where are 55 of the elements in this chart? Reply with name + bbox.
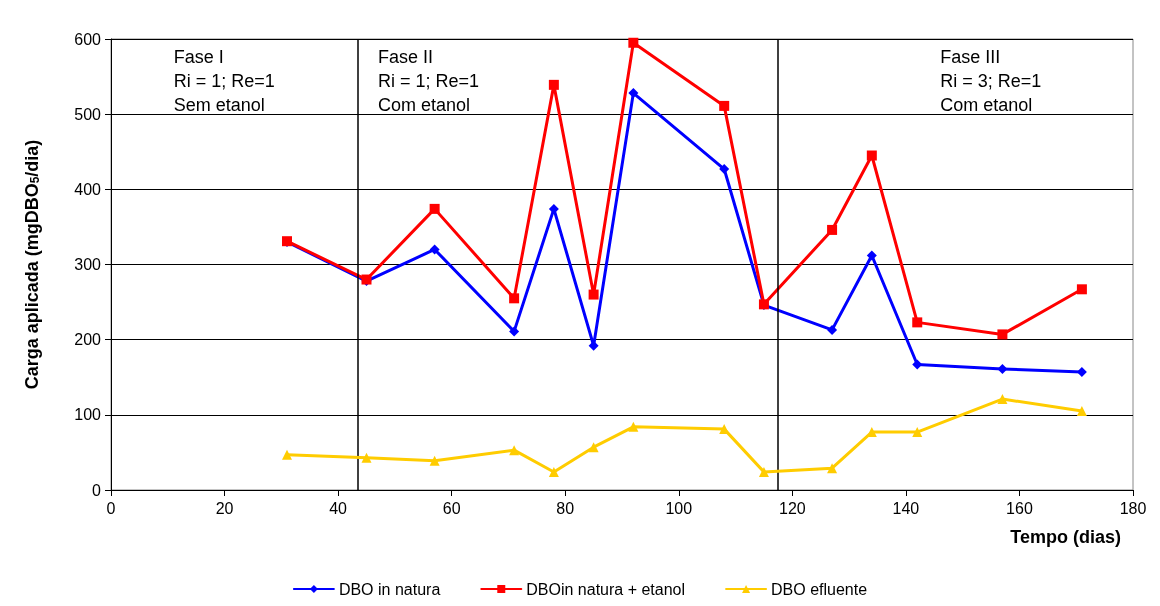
point xyxy=(628,37,639,48)
point xyxy=(548,466,559,477)
point xyxy=(282,449,293,460)
point xyxy=(912,359,923,370)
x-tick-label: 140 xyxy=(892,499,920,517)
point xyxy=(628,421,639,432)
point xyxy=(588,289,599,300)
annotation: Fase III Ri = 3; Re=1 Com etanol xyxy=(940,47,1042,115)
y-tick-label: 400 xyxy=(74,180,102,198)
x-tick-label: 100 xyxy=(665,499,693,517)
x-axis-title: Tempo (dias) xyxy=(1010,527,1122,547)
y-tick-label: 600 xyxy=(74,30,102,48)
point xyxy=(758,466,769,477)
point xyxy=(719,164,730,175)
legend-label: DBO efluente xyxy=(771,580,868,598)
point xyxy=(628,88,639,99)
point xyxy=(866,250,877,261)
annotation: Fase I Ri = 1; Re=1 Sem etanol xyxy=(173,47,275,115)
point xyxy=(997,394,1008,405)
y-tick-label: 500 xyxy=(74,105,102,123)
point xyxy=(997,363,1008,374)
y-tick-label: 0 xyxy=(92,481,102,499)
legend-label: DBOin natura + etanol xyxy=(526,580,686,598)
point xyxy=(548,79,559,90)
point xyxy=(912,317,923,328)
point xyxy=(827,324,838,335)
point xyxy=(912,427,923,438)
x-tick-label: 120 xyxy=(778,499,806,517)
point xyxy=(719,100,730,111)
point xyxy=(429,203,440,214)
legend-label: DBO in natura xyxy=(338,580,441,598)
y-tick-label: 200 xyxy=(74,331,102,349)
point xyxy=(509,445,520,456)
point xyxy=(429,455,440,466)
x-tick-label: 180 xyxy=(1119,499,1147,517)
y-tick-label: 100 xyxy=(74,406,102,424)
point xyxy=(509,293,520,304)
x-tick-label: 0 xyxy=(106,499,116,517)
y-tick-label: 300 xyxy=(74,256,102,273)
point xyxy=(827,224,838,235)
point xyxy=(866,150,877,161)
point xyxy=(429,244,440,255)
point xyxy=(1076,406,1087,417)
point xyxy=(588,442,599,453)
point xyxy=(509,326,520,337)
x-tick-label: 40 xyxy=(329,499,348,517)
point xyxy=(827,463,838,474)
x-tick-label: 60 xyxy=(442,499,461,517)
point xyxy=(1076,284,1087,295)
point xyxy=(361,452,372,463)
x-tick-label: 20 xyxy=(215,499,234,517)
annotation: Fase II Ri = 1; Re=1 Com etanol xyxy=(378,47,480,115)
point xyxy=(997,329,1008,340)
x-tick-label: 160 xyxy=(1006,499,1033,517)
x-tick-label: 80 xyxy=(556,499,575,517)
